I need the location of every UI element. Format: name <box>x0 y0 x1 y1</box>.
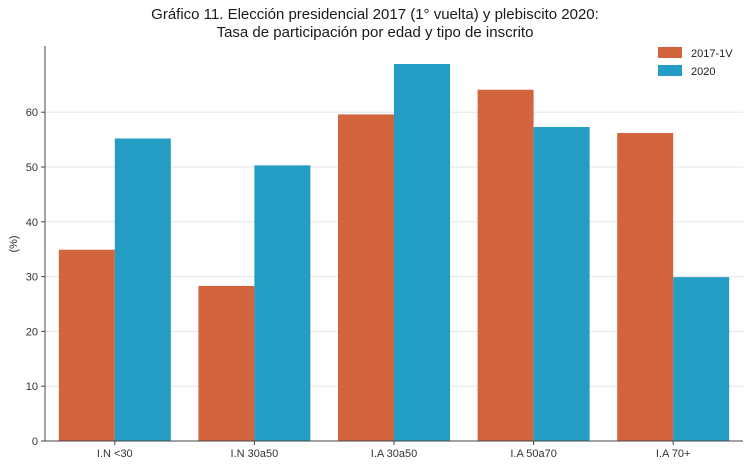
y-tick-labels: 0 10 20 30 40 50 60 <box>26 107 45 448</box>
legend-label: 2017-1V <box>691 48 733 60</box>
x-tick-label: I.A 50a70 <box>510 448 557 460</box>
legend-label: 2020 <box>691 66 715 78</box>
legend: 2017-1V 2020 <box>658 47 733 78</box>
bar-2020-I.A 50a70 <box>533 126 590 441</box>
y-tick-label: 20 <box>26 326 38 338</box>
bar-2017-1V-I.N 30a50 <box>198 285 255 441</box>
y-tick-label: 40 <box>26 217 38 229</box>
x-tick-label: I.A 70+ <box>656 448 691 460</box>
y-tick-label: 30 <box>26 272 38 284</box>
bar-2017-1V-I.A 70+ <box>617 133 674 442</box>
bar-2017-1V-I.A 50a70 <box>477 89 534 442</box>
x-tick-label: I.A 30a50 <box>371 448 418 460</box>
y-tick-label: 50 <box>26 162 38 174</box>
y-tick-label: 60 <box>26 107 38 119</box>
bar-2020-I.N 30a50 <box>254 165 311 441</box>
legend-swatch <box>658 65 682 76</box>
legend-swatch <box>658 47 682 58</box>
bar-2017-1V-I.A 30a50 <box>338 114 394 441</box>
x-tick-label: I.N 30a50 <box>231 448 279 460</box>
bar-2020-I.A 70+ <box>673 277 730 441</box>
bar-2020-I.N <30 <box>114 138 171 441</box>
chart-title: Gráfico 11. Elección presidencial 2017 (… <box>151 6 599 23</box>
y-tick-label: 0 <box>32 436 38 448</box>
chart-subtitle: Tasa de participación por edad y tipo de… <box>216 24 534 41</box>
y-axis-label: (%) <box>8 235 20 252</box>
x-tick-label: I.N <30 <box>97 448 133 460</box>
bar-2020-I.A 30a50 <box>394 63 450 441</box>
bars-group <box>58 63 730 442</box>
x-tick-labels: I.N <30 I.N 30a50 I.A 30a50 I.A 50a70 I.A 70… <box>97 441 691 460</box>
bar-2017-1V-I.N <30 <box>58 249 115 441</box>
y-tick-label: 10 <box>26 381 38 393</box>
